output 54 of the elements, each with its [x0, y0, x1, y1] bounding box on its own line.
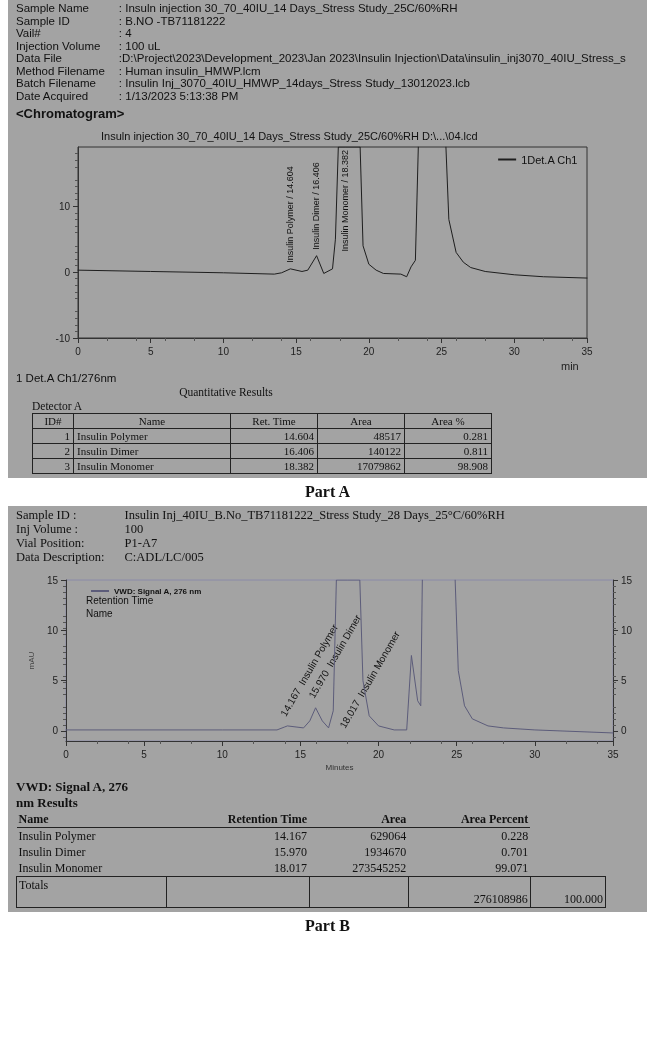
x-tick-label: 15	[294, 748, 307, 759]
y-tick-label: 10	[46, 624, 59, 636]
x-axis-title: min	[561, 359, 579, 371]
x-tick-label: 20	[373, 748, 385, 759]
y-axis-title: mAU	[27, 650, 37, 669]
x-tick-label: 30	[529, 748, 541, 759]
legend-title: Retention Time Name	[86, 594, 154, 618]
x-tick-label: 20	[363, 345, 375, 356]
x-tick-label: 5	[147, 345, 154, 356]
text: Detector A	[32, 398, 84, 413]
x-tick-label: 5	[141, 748, 148, 759]
y-tick-label: 15	[46, 574, 59, 585]
text: 3 Insulin Monomer 18.382 17079862 98.908	[64, 459, 488, 472]
text: Sample ID : Insulin Inj_40IU_B.No_TB71181222_Stress Study_28 Days_25°C/60%RH Inj Volume : 100 Vial Position: P1-A7 Data Description: C:ADL/LC/005	[16, 507, 505, 564]
text: Totals 276108986 100.000	[19, 877, 603, 906]
text: Insulin Polymer 14.167 629064 0.228	[18, 828, 529, 843]
legend-label: VWD: Signal A, 276 nm	[114, 586, 202, 595]
text: Sample Name : Insuln injection 30_70_40IU_14 Days_Stress Study_25C/60%RH Sample ID : B.NO -TB71181222 Vail# : 4 Injection Volume : 100 uL Data File :D:\Project\2023\Development_2023\Jan 2023\Insulin Injection\Data\insulin_inj3070_40IU_Stress_s Method Filename : Human insulin_HMWP.lcm Batch Filename : Insulin Inj_3070_40IU_HMWP_14days_Stress Study_13012023.lcb Date Acquired : 1/13/2023 5:13:38 PM <Chromatogram>	[16, 2, 626, 121]
y2-tick-label: 0	[621, 724, 627, 736]
x-tick-label: 25	[436, 345, 448, 356]
text: 1 Insulin Polymer 14.604 48517 0.281	[64, 429, 488, 442]
text: Insulin Monomer 18.017 273545252 99.071	[18, 860, 529, 875]
annotation: Insulin Dimer / 16.406	[311, 161, 322, 250]
text: 1 Det.A Ch1/276nm	[16, 370, 118, 385]
y2-tick-label: 10	[621, 624, 633, 636]
x-tick-label: 35	[581, 345, 593, 356]
text: Name Retention Time Area Area Percent	[18, 811, 529, 826]
annotation: Insulin Polymer / 14.604	[284, 165, 295, 263]
x-tick-label: 25	[451, 748, 463, 759]
x-tick-label: 10	[216, 748, 229, 759]
y-tick-label: 0	[64, 266, 71, 278]
y-tick-label: 5	[52, 674, 59, 686]
x-tick-label: 35	[607, 748, 619, 759]
text: 2 Insulin Dimer 16.406 140122 0.811	[64, 444, 488, 457]
x-tick-label: 15	[290, 345, 303, 356]
text: VWD: Signal A, 276	[16, 778, 129, 795]
legend-label: 1Det.A Ch1	[521, 153, 578, 165]
y2-tick-label: 15	[621, 574, 633, 585]
y2-tick-label: 5	[621, 674, 627, 686]
text: Quantitative Results	[178, 384, 274, 399]
text: Part B	[8, 911, 647, 940]
y-tick-label: 10	[58, 200, 71, 212]
text: ID# Name Ret. Time Area Area %	[44, 414, 465, 427]
annotation: Insulin Monomer / 18.382	[339, 149, 350, 252]
x-axis-title: Minutes	[325, 762, 354, 772]
chart-title: Insuln injection 30_70_40IU_14 Days_Stress Study_25C/60%RH D:\...\04.lcd	[101, 129, 478, 141]
x-tick-label: 10	[217, 345, 230, 356]
text: Insulin Dimer 15.970 1934670 0.701	[18, 844, 529, 859]
y-tick-label: -10	[55, 332, 71, 343]
x-tick-label: 30	[508, 345, 521, 356]
text: Part A	[8, 477, 647, 506]
y-tick-label: 0	[52, 724, 59, 736]
text: nm Results	[16, 794, 79, 811]
x-tick-label: 0	[75, 345, 82, 356]
